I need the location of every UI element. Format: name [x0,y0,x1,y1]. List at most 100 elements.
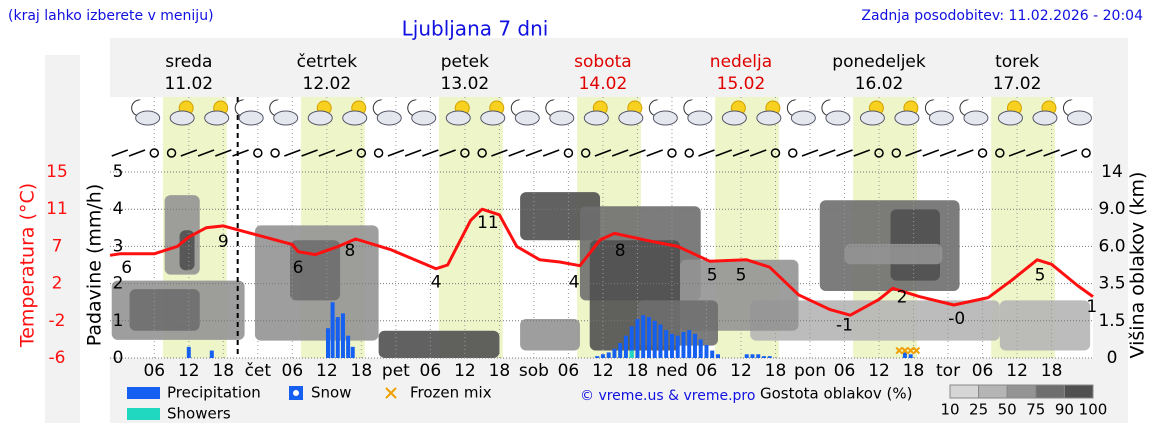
snow-bar [902,352,907,358]
y-tick-label: 2 [113,274,124,294]
wind-symbol [232,149,249,157]
density-swatch [978,384,1008,399]
y-tick-label: 4 [113,199,124,219]
calm [270,148,280,158]
legend-swatch [127,408,160,420]
wind-barb [698,149,715,157]
x-tick-label: 06 [143,361,165,381]
wind-symbol [422,149,439,157]
calm [1081,148,1091,158]
wind-barb [1026,149,1043,157]
precip-bar [641,315,646,358]
x-tick-label: 18 [903,361,925,381]
day-name: sobota [574,52,632,72]
wind-symbol [732,149,750,157]
header-note: (kraj lahko izberete v meniju) [8,8,214,24]
cloud [687,110,713,126]
calm [770,148,781,158]
x-tick-label: 06 [282,361,304,381]
weather-icon [131,99,161,126]
wind-barb [646,149,663,157]
weather-icon [269,99,299,126]
y2-tick-label: 9.0 [1098,199,1125,219]
frozen-mix-mark [912,346,921,355]
density-label: 25 [969,401,988,419]
precip-bar [595,356,600,358]
wind-symbol [335,149,353,157]
x-tick-label: 12 [454,361,476,381]
moon-cut [412,99,427,113]
cloud-block [999,300,1091,351]
cloud [894,110,920,126]
temp-panel [45,55,80,423]
weather-icon [997,100,1023,126]
precip-bar [340,313,345,358]
x-tick-label: čet [245,361,272,381]
precip-bar [612,348,617,358]
wind-barb [611,149,629,157]
x-tick-label: 06 [972,361,994,381]
calm [149,148,160,158]
cloud [583,110,609,126]
wind-symbol [284,149,301,157]
cloud [204,110,230,126]
cloud [273,110,299,126]
precip-bar [330,302,335,358]
day-name: nedelja [710,52,772,72]
precip-bar [635,318,640,358]
wind-barb [301,149,318,157]
x-tick-label: 06 [420,361,442,381]
calm [891,148,902,158]
temperature-label: 4 [431,273,442,293]
precip-bar [600,354,605,358]
cloud [480,110,506,126]
temperature-label: 2 [897,288,908,308]
calm [977,148,988,158]
day-date: 13.02 [441,74,490,94]
y-tick-label: 0 [113,348,124,368]
copyright: © vreme.us & vreme.pro [580,388,755,404]
wind-barb [128,149,146,157]
precip-bar [750,354,755,358]
wind-barb [180,149,198,157]
wind-barb [957,149,974,157]
moon-cut [516,99,531,113]
wind-symbol [977,148,988,158]
wind-barb [905,149,922,157]
weather-icon [204,100,230,126]
density-label: 90 [1055,401,1074,419]
weather-icon [1032,100,1058,126]
temperature-line [109,207,1094,317]
frozen-mix-mark [906,346,915,355]
shower-bar [629,350,634,358]
x-tick-label: 12 [1006,361,1028,381]
day-name: ponedeljek [832,52,926,72]
x-tick-label: 12 [868,361,890,381]
temperature-label: 6 [121,258,132,278]
wind-symbol [149,148,160,158]
x-tick-label: 12 [316,361,338,381]
wind-symbol [460,148,470,158]
x-tick-label: pet [382,361,410,381]
temperature-label: -1 [836,316,853,336]
weather-icon [648,99,678,126]
wind-barb [1060,149,1078,157]
frozen-mix-mark [895,346,903,355]
calm [356,148,367,158]
temperature-label: 8 [615,241,626,261]
precip-bar [209,350,214,358]
y2-tick-label: 14 [1101,162,1123,182]
wind-barb [801,149,819,157]
wind-symbol [404,149,422,157]
wind-barb [749,149,767,157]
wind-symbol [905,149,922,157]
calm [667,148,677,158]
wind-symbol [684,148,694,158]
cloud [652,110,678,126]
calm [684,148,694,158]
wind-symbol [356,148,367,158]
wind-symbol [1026,149,1043,157]
cloud-block [844,243,943,265]
density-swatch [1006,384,1037,399]
